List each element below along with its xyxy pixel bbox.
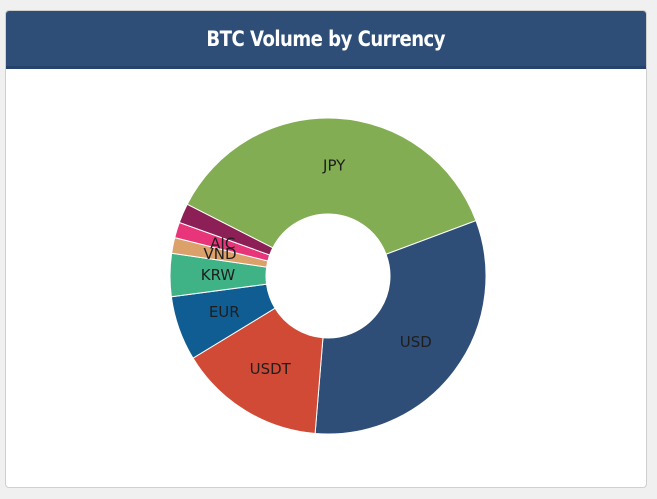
slice-label-jpy: JPY [322, 157, 346, 175]
slice-label-eur: EUR [209, 303, 240, 321]
slice-label-aic: AIC [210, 234, 235, 252]
slice-jpy[interactable] [186, 117, 477, 255]
slice-label-krw: KRW [201, 266, 236, 284]
panel-header: BTC Volume by Currency [6, 11, 646, 69]
chart-title: BTC Volume by Currency [206, 26, 446, 51]
slice-usdt[interactable] [192, 307, 324, 435]
slice-usd[interactable] [314, 219, 487, 435]
slice-label-vnd: VND [204, 245, 237, 263]
slice-label-usdt: USDT [250, 360, 292, 378]
slice-label-usd: USD [400, 333, 432, 351]
slice-other[interactable] [178, 203, 274, 256]
